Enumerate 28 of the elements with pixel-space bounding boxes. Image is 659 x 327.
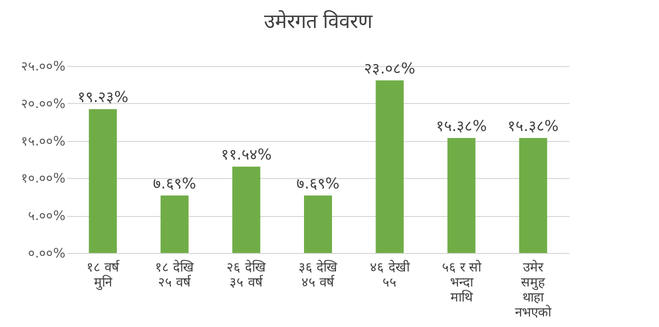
bar [304, 195, 332, 253]
x-tick-label: २६ देखि ३५ वर्ष [226, 260, 266, 290]
y-tick-label: ५.००% [28, 209, 66, 224]
x-tick-label: ४६ देखी ५५ [370, 260, 410, 290]
x-tick-label: १८ वर्ष मुनि [86, 260, 120, 290]
data-label: १५.३८% [436, 116, 487, 135]
bar [232, 166, 260, 253]
y-tick-label: ०.००% [28, 246, 66, 262]
y-tick-label: १५.००% [21, 134, 66, 150]
data-label: ७.६९% [296, 174, 340, 192]
data-label: ७.६९% [153, 174, 196, 192]
x-tick-label: ५६ र सो भन्दा माथि [442, 260, 482, 306]
x-tick-label: १८ देखि २५ वर्ष [155, 260, 194, 290]
bar [160, 195, 189, 253]
x-tick-label: ३६ देखि ४५ वर्ष [298, 260, 338, 290]
data-label: ११.५४% [220, 146, 272, 164]
x-tick-label: उमेर समुह थाहा नभएको [515, 260, 552, 320]
data-label: २३.०८% [364, 59, 416, 78]
y-tick-label: १०.००% [21, 172, 66, 187]
data-label: १५.३८% [508, 116, 559, 135]
bar [88, 109, 117, 253]
bar [447, 138, 476, 253]
chart-title: उमेरगत विवरण [264, 9, 374, 33]
data-label: १९.२३% [77, 88, 128, 106]
bar [376, 80, 404, 253]
bar [519, 138, 548, 253]
y-tick-label: २५.००% [21, 60, 66, 74]
y-tick-label: २०.००% [21, 96, 66, 112]
